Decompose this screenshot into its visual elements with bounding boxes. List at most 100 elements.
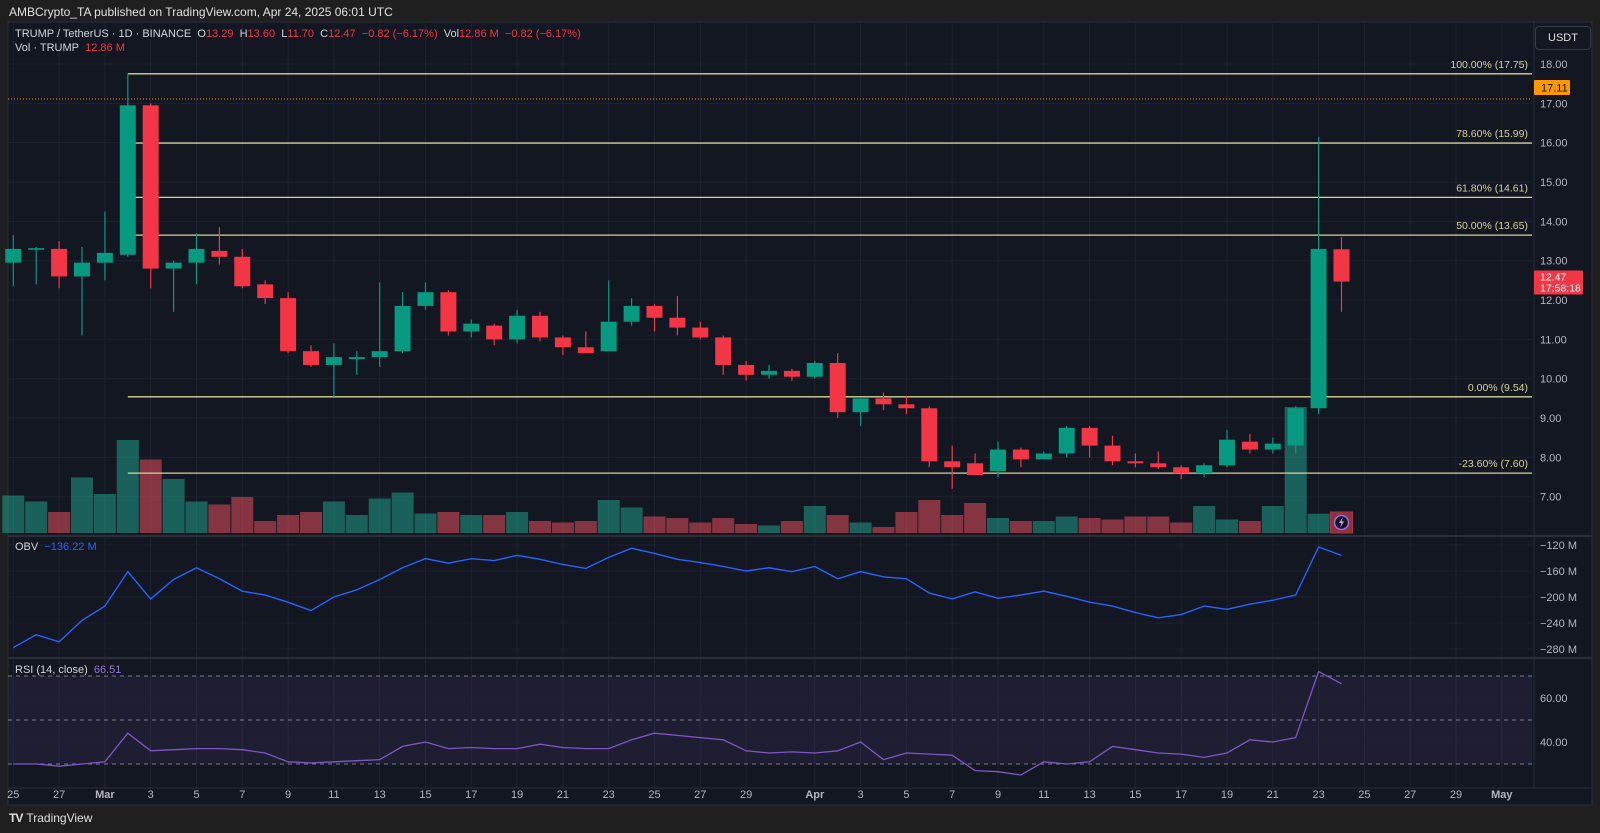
vol-label: Vol (443, 28, 460, 40)
obv-tick-label: −240 M (1540, 618, 1577, 630)
volume-bar (208, 504, 231, 533)
candle-body (257, 284, 274, 299)
rsi-line (13, 670, 1342, 776)
logo-text: TradingView (26, 811, 93, 825)
volume-bar (643, 516, 666, 533)
currency-button[interactable]: USDT (1535, 26, 1591, 50)
candle-body (417, 292, 434, 306)
volume-bar (803, 506, 826, 533)
volume-bar (620, 507, 643, 533)
price-tick-label: 16.00 (1540, 138, 1568, 150)
price-tick-label: 13.00 (1540, 256, 1568, 268)
volume-bar (322, 501, 345, 533)
volume-bar (1101, 519, 1124, 533)
obv-tick-label: −160 M (1540, 566, 1577, 578)
time-tick-label: 27 (1404, 789, 1416, 801)
candle-body (509, 315, 526, 340)
low-value: 11.70 (287, 28, 315, 40)
candle-body (1127, 461, 1144, 464)
volume-bar (1124, 516, 1147, 533)
rsi-tick-label: 60.00 (1540, 693, 1568, 705)
volume-bar (895, 512, 918, 533)
obv-tick-label: −200 M (1540, 592, 1577, 604)
candle-body (1241, 441, 1258, 450)
volume-bar (1170, 522, 1193, 533)
time-tick-label: 17 (465, 789, 477, 801)
candle-body (1150, 463, 1167, 468)
time-tick-label: 9 (285, 789, 291, 801)
candle-body (371, 351, 388, 358)
volume-bar (758, 525, 780, 533)
volume-bar (185, 501, 208, 533)
close-label: C (320, 28, 329, 40)
high-value: 13.60 (247, 28, 276, 40)
volume-bar (666, 518, 689, 533)
candle-body (119, 105, 136, 255)
volume-label: Vol · TRUMP (15, 42, 79, 54)
volume-bar (872, 527, 895, 533)
time-tick-label: 19 (511, 789, 523, 801)
volume-bar (780, 521, 803, 533)
open-value: 13.29 (205, 28, 234, 40)
volume-bar (345, 515, 368, 533)
close-value: 12.47 (328, 28, 356, 40)
candle-body (829, 362, 846, 413)
price-tick-label: 11.00 (1540, 334, 1567, 346)
price-tick-label: 18.00 (1540, 59, 1568, 71)
volume-bar (1032, 521, 1055, 533)
candle-body (1333, 249, 1350, 282)
fib-level-label: 100.00% (17.75) (1450, 59, 1528, 71)
volume-bar (48, 512, 71, 533)
tv-logo-icon: TV (9, 811, 23, 825)
time-tick-label: 25 (1358, 789, 1370, 801)
fib-level-label: 0.00% (9.54) (1468, 382, 1528, 394)
candle-body (600, 321, 617, 352)
time-tick-label: 27 (694, 789, 706, 801)
volume-bar (735, 524, 758, 533)
volume-bar (964, 503, 987, 533)
time-tick-label: 3 (148, 789, 154, 801)
high-marker-label: 17.11 (1541, 83, 1568, 95)
volume-bar (574, 521, 597, 533)
candle-body (74, 262, 90, 277)
candle-body (577, 347, 594, 354)
volume-bar (597, 500, 620, 533)
volume-bar (300, 512, 322, 533)
candle-body (806, 362, 823, 377)
candle-body (280, 298, 297, 352)
candle-body (28, 248, 45, 250)
candle-body (463, 323, 480, 332)
low-label: L (281, 28, 288, 40)
obv-label: OBV (15, 541, 39, 553)
time-tick-label: 29 (1450, 789, 1462, 801)
time-tick-label: 21 (1267, 789, 1279, 801)
time-tick-label: 7 (239, 789, 245, 801)
rsi-label: RSI (14, close) (15, 664, 88, 676)
candle-body (211, 250, 228, 257)
change-value: −0.82 (−6.17%) (361, 28, 438, 40)
time-tick-label: 5 (903, 789, 909, 801)
candle-body (1058, 427, 1075, 454)
candle-body (852, 398, 869, 413)
vol-value: 12.86 M (459, 28, 499, 40)
candle-body (554, 337, 571, 348)
price-tick-label: 17.00 (1540, 98, 1568, 110)
candle-body (234, 256, 251, 287)
candle-body (1219, 439, 1235, 466)
candle-body (783, 370, 800, 377)
time-tick-label: 3 (858, 789, 864, 801)
candle-body (142, 105, 159, 269)
candle-body (898, 404, 915, 409)
rsi-tick-label: 40.00 (1540, 737, 1568, 749)
vol-change-value: −0.82 (−6.17%) (504, 28, 581, 40)
volume-bar (437, 512, 460, 533)
volume-bar (987, 518, 1009, 533)
fib-level-label: 61.80% (14.61) (1456, 182, 1528, 194)
volume-bar (460, 515, 483, 533)
volume-bar (1078, 518, 1101, 533)
candle-body (921, 408, 938, 462)
volume-bar (918, 500, 941, 533)
obv-tick-label: −120 M (1540, 540, 1577, 552)
candle-body (486, 325, 503, 340)
